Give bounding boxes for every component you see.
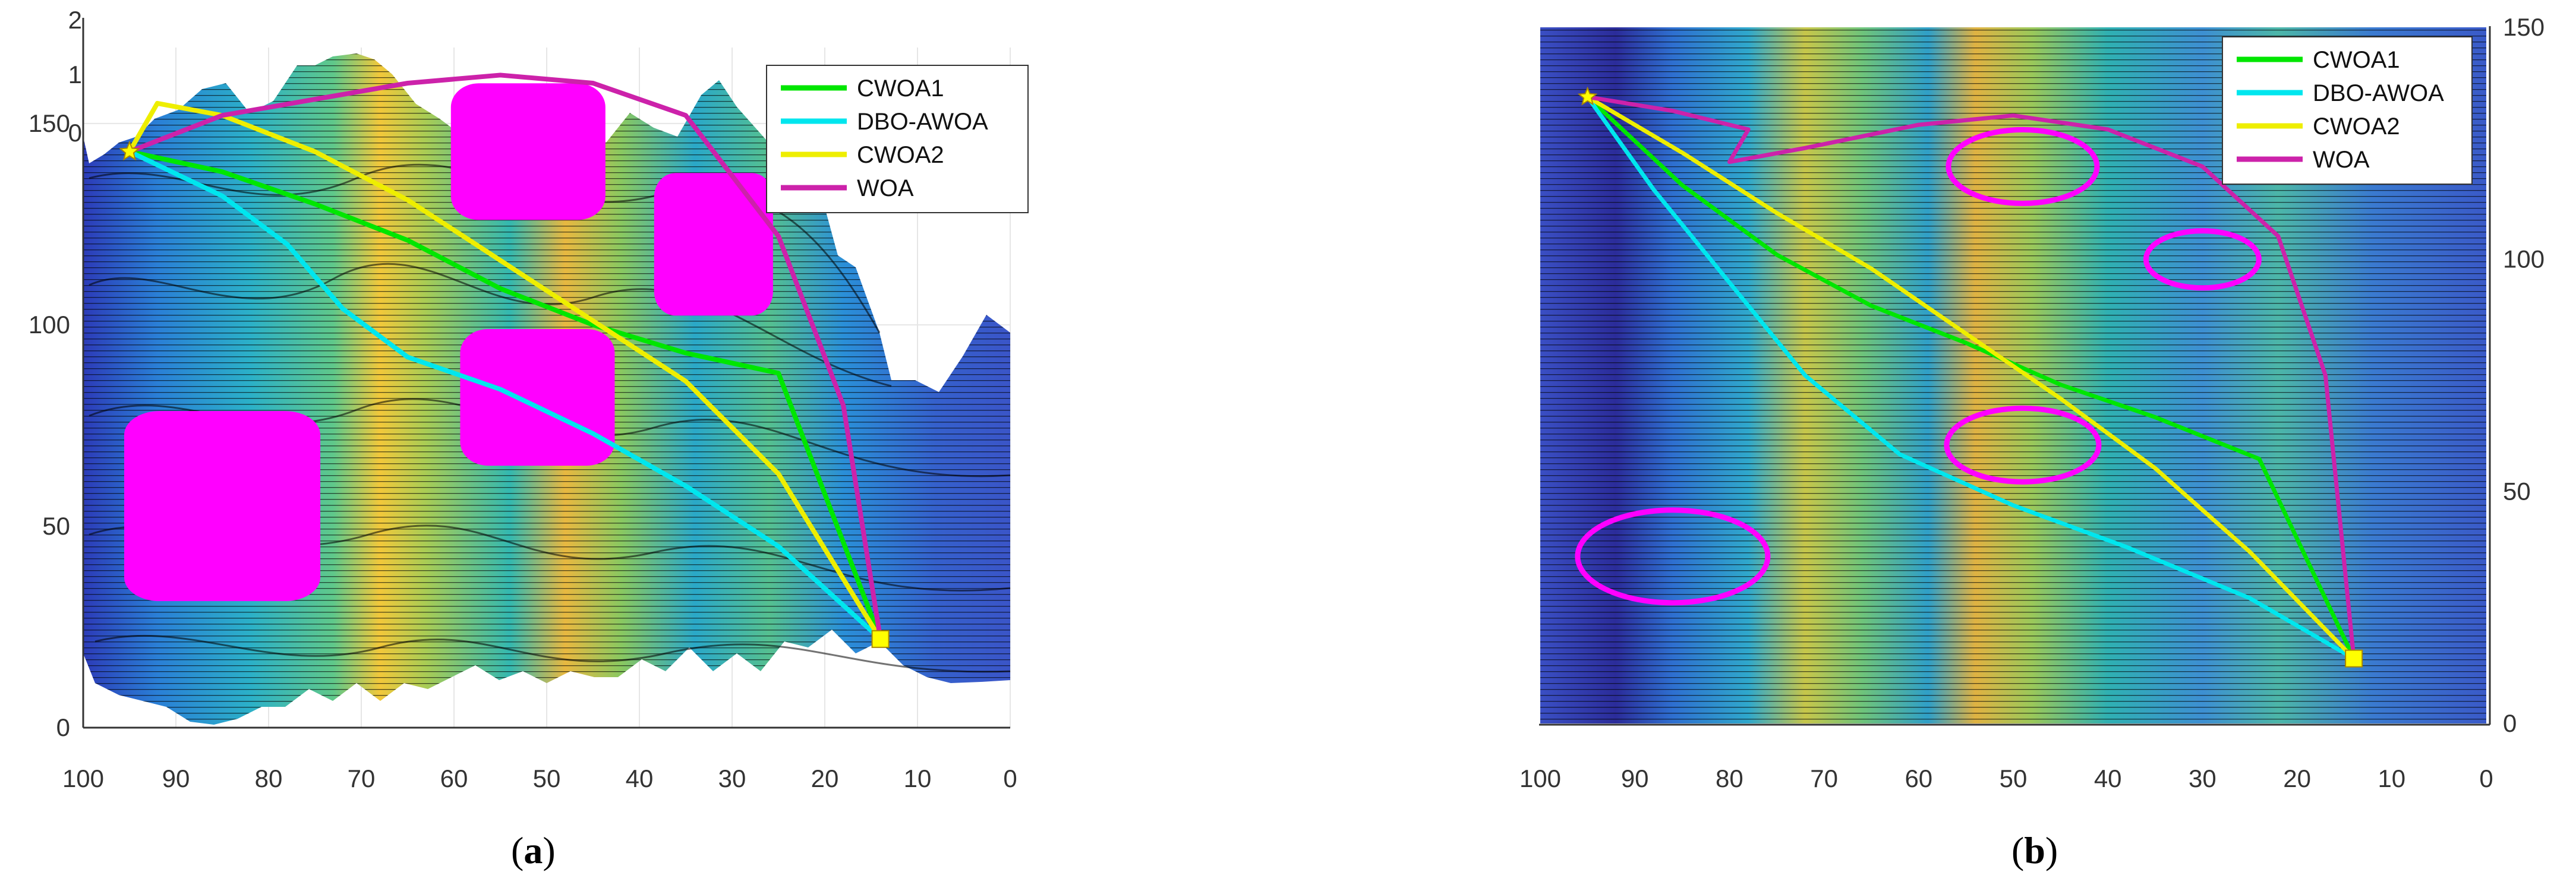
legend-label: CWOA1 — [857, 75, 944, 102]
legend-label: DBO-AWOA — [2313, 80, 2444, 106]
panel-b-y-tick-label: 100 — [2503, 245, 2545, 273]
panel-b-y-tick-label: 150 — [2503, 13, 2545, 41]
panel-a-z-tick-label: 2 — [68, 6, 82, 34]
caption-b-open: ( — [2011, 829, 2025, 871]
panel-b-x-tick-label: 30 — [2189, 764, 2216, 792]
panel-b-legend: CWOA1 DBO-AWOA CWOA2 WOA — [2222, 36, 2473, 185]
caption-a-letter: a — [524, 829, 543, 871]
path-line-cwoa2 — [1585, 94, 2356, 661]
panel-b-x-tick-label: 60 — [1905, 764, 1932, 792]
panel-a-obstacles — [124, 83, 773, 602]
panel-b-y-tick-label: 0 — [2503, 709, 2517, 737]
panel-a-x-tick-label: 70 — [348, 764, 376, 792]
panel-a-x-tick-label: 90 — [162, 764, 190, 792]
panel-a-ridge-line — [89, 263, 892, 387]
goal-marker — [2345, 649, 2363, 668]
start-marker — [1577, 86, 1598, 106]
panel-a-y-tick-label: 0 — [56, 713, 70, 741]
panel-a-x-tick-label: 20 — [811, 764, 839, 792]
legend-label: CWOA2 — [857, 142, 944, 168]
path-line-cwoa1 — [1585, 94, 2356, 661]
legend-label: WOA — [857, 175, 914, 201]
path-line-dbo-awoa — [127, 149, 883, 642]
panel-b-paths — [1577, 86, 2363, 668]
obstacle-cylinder — [654, 173, 773, 316]
panel-a-x-tick-label: 30 — [718, 764, 746, 792]
panel-a-y-tick-label: 100 — [29, 311, 70, 339]
obstacle-circle — [1946, 127, 2100, 206]
panel-a-z-tick-label: 0 — [68, 119, 82, 147]
panel-a-3d-chart: CWOA1 DBO-AWOA CWOA2 WOA — [82, 18, 1029, 729]
panel-a-axes — [82, 18, 1010, 729]
panel-a-x-tick-label: 60 — [440, 764, 468, 792]
obstacle-cylinder — [124, 411, 320, 602]
panel-a-paths — [119, 72, 890, 648]
panel-a-z-tick-label: 1 — [68, 61, 82, 89]
path-line-woa — [1585, 94, 2356, 661]
panel-b-top-view-chart: CWOA1 DBO-AWOA CWOA2 WOA — [1539, 26, 2491, 726]
panel-a-x-tick-label: 40 — [626, 764, 654, 792]
obstacle-circle — [1944, 405, 2102, 485]
panel-a-x-tick-label: 100 — [62, 764, 104, 792]
panel-b-axes — [1539, 26, 2491, 726]
panel-a-ridge-line — [94, 634, 1011, 673]
panel-a-legend: CWOA1 DBO-AWOA CWOA2 WOA — [766, 65, 1029, 213]
panel-b-x-tick-label: 70 — [1810, 764, 1838, 792]
obstacle-cylinder — [460, 328, 615, 466]
panel-a-x-tick-label: 50 — [533, 764, 561, 792]
panel-a-x-tick-label: 0 — [1003, 764, 1017, 792]
panel-b-x-tick-label: 80 — [1716, 764, 1743, 792]
legend-label: CWOA1 — [2313, 47, 2400, 73]
panel-b-obstacles — [1575, 127, 2262, 606]
caption-b-close: ) — [2045, 829, 2058, 871]
path-line-woa — [127, 72, 883, 642]
panel-a-y-tick-label: 50 — [42, 512, 70, 540]
path-line-cwoa2 — [127, 100, 883, 642]
legend-label: CWOA2 — [2313, 113, 2400, 140]
panel-b-x-tick-label: 20 — [2283, 764, 2311, 792]
caption-a-open: ( — [511, 829, 524, 871]
panel-b-x-tick-label: 90 — [1621, 764, 1649, 792]
panel-b-x-tick-label: 100 — [1519, 764, 1561, 792]
caption-a: (a) — [511, 829, 556, 873]
caption-b-letter: b — [2024, 829, 2045, 871]
goal-marker — [871, 630, 890, 648]
panel-a-x-tick-label: 10 — [904, 764, 932, 792]
panel-b-y-tick-label: 50 — [2503, 477, 2531, 505]
panel-b-x-tick-label: 10 — [2378, 764, 2405, 792]
panel-b-x-tick-label: 40 — [2094, 764, 2122, 792]
panel-b-x-tick-label: 50 — [2000, 764, 2028, 792]
path-line-cwoa1 — [127, 149, 883, 642]
obstacle-circle — [1575, 507, 1771, 606]
path-line-dbo-awoa — [1585, 94, 2356, 661]
panel-a-y-tick-label: 150 — [29, 109, 70, 137]
legend-label: DBO-AWOA — [857, 109, 988, 135]
legend-label: WOA — [2313, 147, 2370, 173]
panel-a-x-tick-label: 80 — [255, 764, 283, 792]
caption-b: (b) — [2011, 829, 2058, 873]
obstacle-circle — [2143, 228, 2262, 291]
panel-b-x-tick-label: 0 — [2479, 764, 2493, 792]
start-marker — [119, 140, 140, 161]
obstacle-cylinder — [450, 83, 606, 220]
caption-a-close: ) — [543, 829, 556, 871]
